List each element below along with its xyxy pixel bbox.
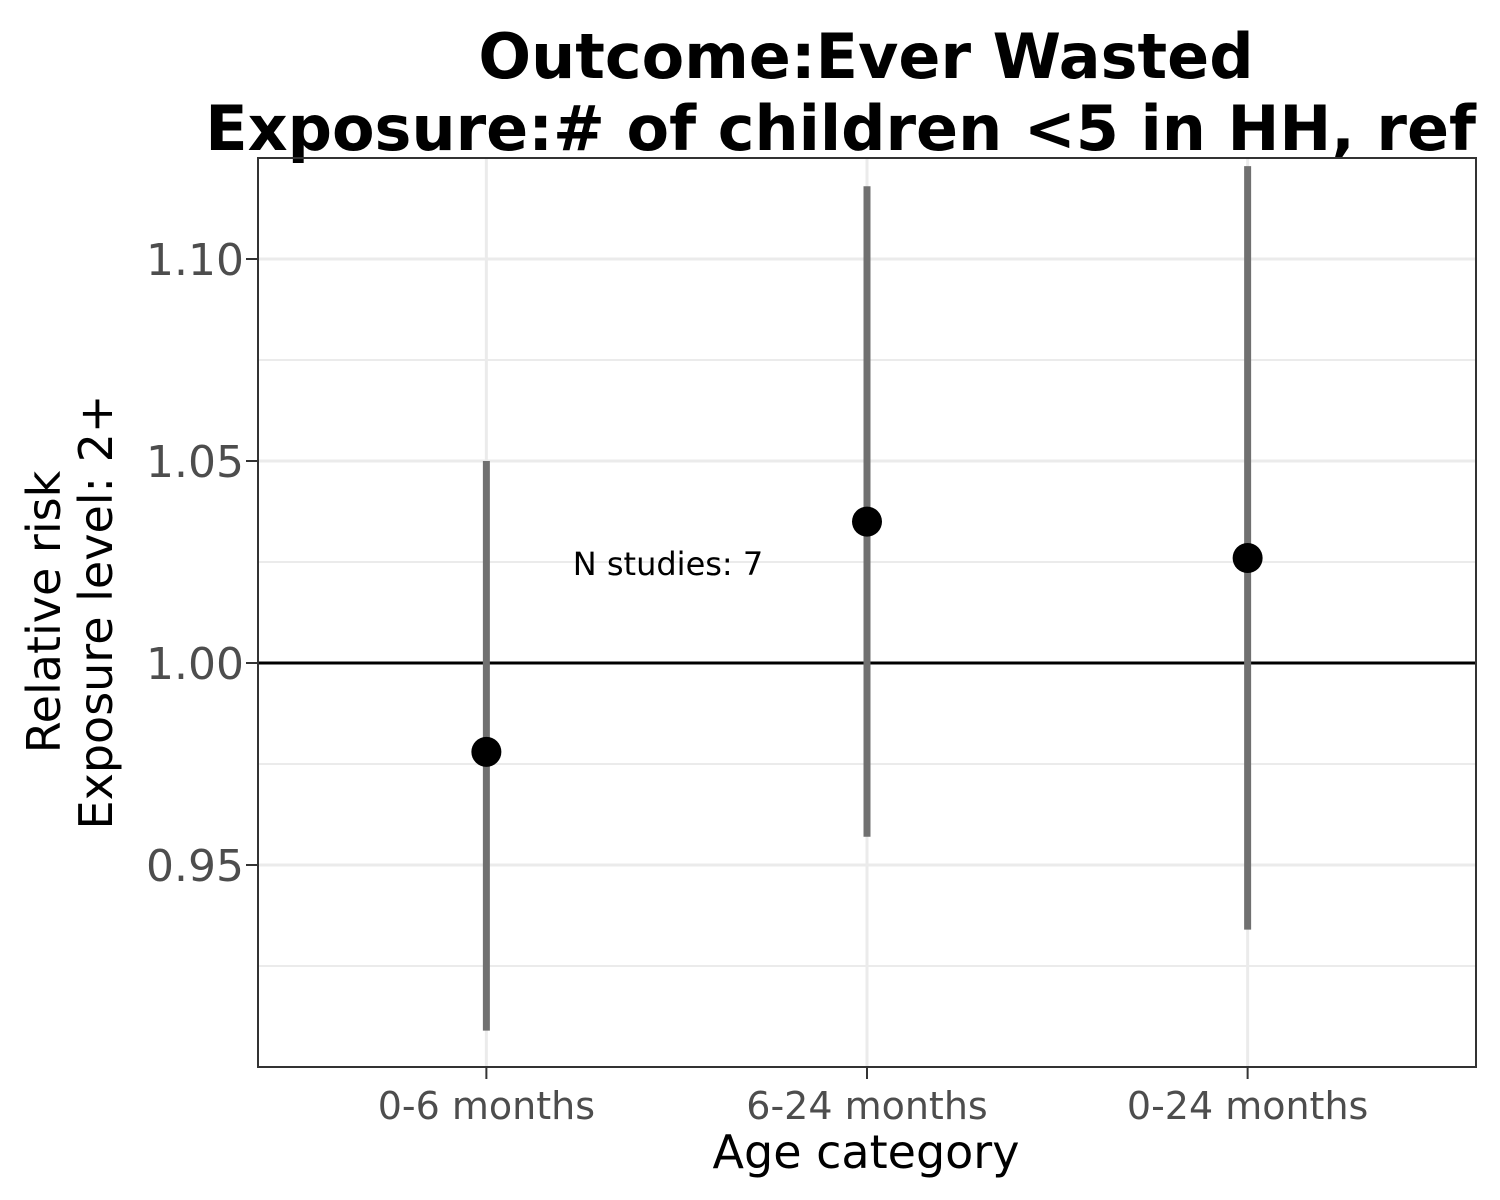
x-tick-label: 6-24 months [746,1084,987,1128]
y-axis: 0.95 1.00 1.05 1.10 [146,235,258,892]
point-estimate [1232,542,1263,573]
x-axis-title: Age category [713,1125,1020,1179]
chart-title: Outcome:Ever Wasted [478,20,1253,93]
y-axis-title-line2: Exposure level: 2+ [69,395,123,830]
n-studies-annotation: N studies: 7 [573,545,763,583]
point-estimates [471,506,1263,767]
x-axis: 0-6 months 6-24 months 0-24 months [378,1067,1368,1128]
y-tick-label: 1.10 [146,235,244,286]
point-estimate [852,506,882,537]
y-tick-label: 1.05 [146,437,244,488]
y-axis-title-line1: Relative risk [17,470,71,753]
x-tick-label: 0-24 months [1127,1084,1368,1128]
y-tick-label: 0.95 [146,841,244,892]
y-tick-label: 1.00 [146,639,244,690]
chart-subtitle: Exposure:# of children <5 in HH, ref [205,92,1477,165]
x-tick-label: 0-6 months [378,1084,595,1128]
point-estimate [471,736,502,767]
